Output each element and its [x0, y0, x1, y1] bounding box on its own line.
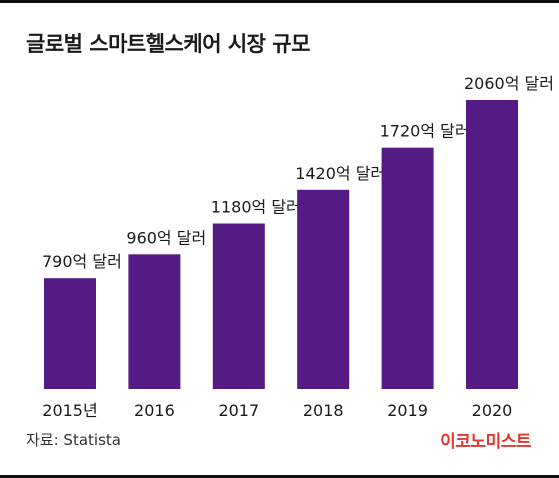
brand-logo: 이코노미스트: [440, 432, 531, 452]
data-label-5: 2060억 달러: [464, 74, 554, 93]
x-tick-label-0: 2015년: [42, 401, 97, 420]
x-tick-label-4: 2019: [387, 401, 428, 420]
bar-2: [212, 223, 265, 389]
data-label-0: 790억 달러: [42, 252, 122, 271]
bar-1: [128, 254, 181, 389]
data-label-3: 1420억 달러: [295, 164, 385, 183]
source-note: 자료: Statista: [26, 431, 121, 449]
x-tick-label-3: 2018: [303, 401, 344, 420]
x-tick-label-5: 2020: [472, 401, 513, 420]
x-tick-label-1: 2016: [134, 401, 175, 420]
bar-4: [381, 147, 434, 389]
x-tick-label-2: 2017: [218, 401, 259, 420]
data-label-1: 960억 달러: [126, 228, 206, 247]
bar-5: [466, 100, 518, 389]
chart-title: 글로벌 스마트헬스케어 시장 규모: [26, 32, 310, 56]
bar-3: [297, 189, 350, 389]
data-label-4: 1720억 달러: [380, 122, 470, 141]
data-label-2: 1180억 달러: [211, 198, 301, 217]
bar-0: [44, 278, 96, 389]
